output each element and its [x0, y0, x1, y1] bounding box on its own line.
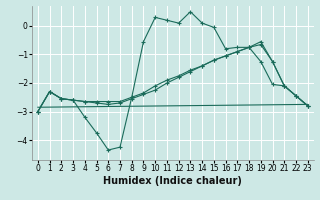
X-axis label: Humidex (Indice chaleur): Humidex (Indice chaleur): [103, 176, 242, 186]
